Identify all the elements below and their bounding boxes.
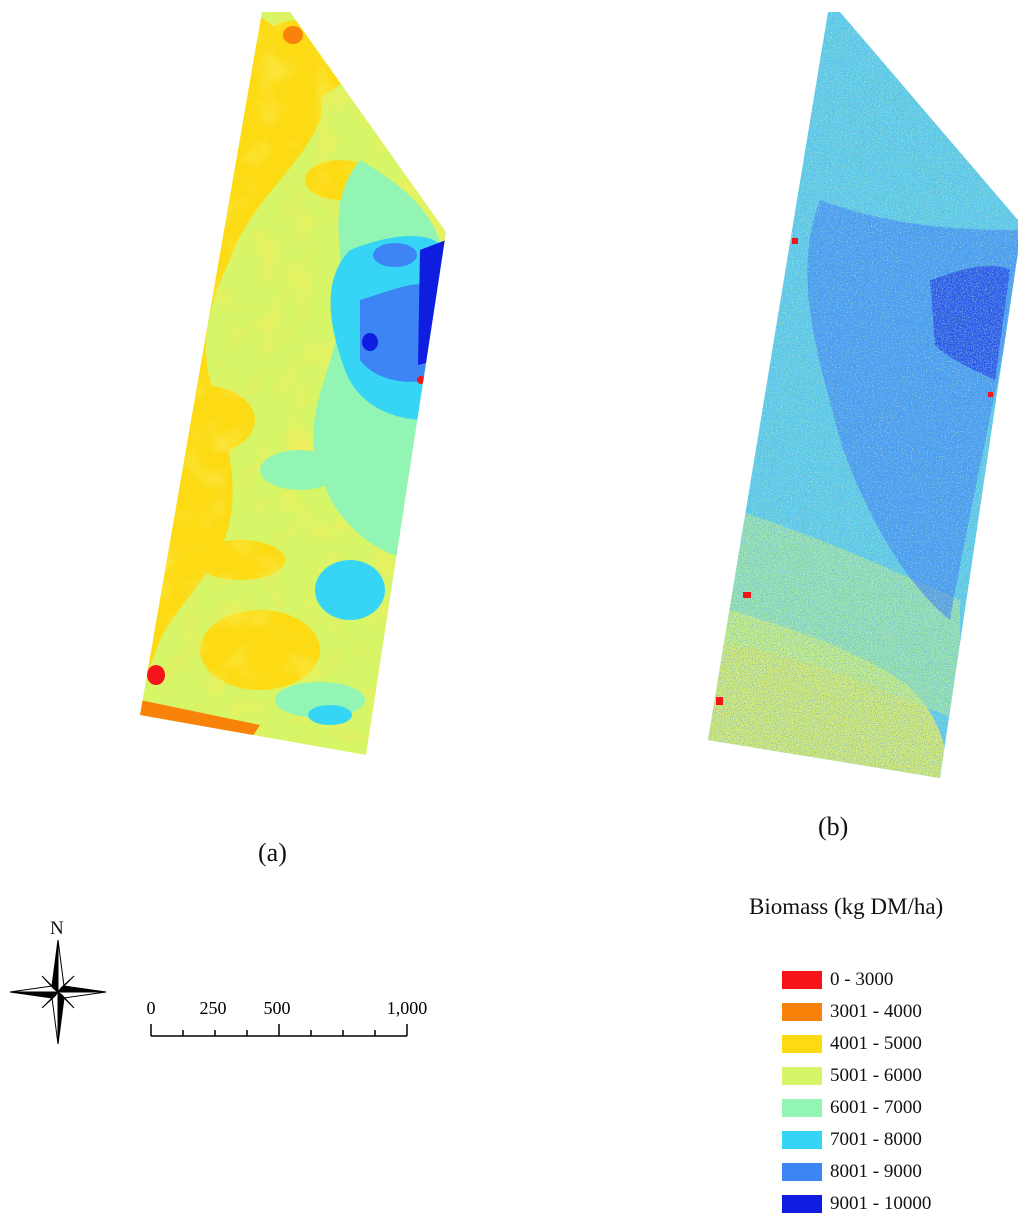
north-label: N <box>50 918 64 939</box>
legend-item: 5001 - 6000 <box>782 1060 931 1092</box>
legend-item: 7001 - 8000 <box>782 1124 931 1156</box>
legend-item: 8001 - 9000 <box>782 1156 931 1188</box>
map-b <box>708 12 1018 778</box>
map-b-texture-b <box>708 12 1018 778</box>
legend: 0 - 3000 3001 - 4000 4001 - 5000 5001 - … <box>782 964 931 1220</box>
map-b-zone-0-3000 <box>716 238 993 705</box>
scale-label: 250 <box>200 998 227 1018</box>
scale-bar: 0 250 500 1,000 <box>147 998 428 1037</box>
panel-b-caption: (b) <box>818 812 849 841</box>
panel-a-caption: (a) <box>258 838 287 867</box>
scale-label: 500 <box>264 998 291 1018</box>
legend-swatch <box>782 1003 822 1021</box>
scale-label: 0 <box>147 998 156 1018</box>
legend-swatch <box>782 971 822 989</box>
legend-swatch <box>782 1067 822 1085</box>
legend-item: 0 - 3000 <box>782 964 931 996</box>
legend-swatch <box>782 1099 822 1117</box>
legend-label: 4001 - 5000 <box>830 1033 922 1054</box>
map-a-zone-0-3000 <box>147 376 425 685</box>
legend-swatch <box>782 1131 822 1149</box>
map-a-zone-3001-4000 <box>140 26 303 740</box>
legend-label: 9001 - 10000 <box>830 1193 932 1214</box>
legend-swatch <box>782 1195 822 1213</box>
map-a <box>140 12 446 755</box>
legend-label: 8001 - 9000 <box>830 1161 922 1182</box>
legend-label: 0 - 3000 <box>830 969 894 990</box>
legend-title: Biomass (kg DM/ha) <box>749 894 944 919</box>
legend-item: 4001 - 5000 <box>782 1028 931 1060</box>
legend-item: 6001 - 7000 <box>782 1092 931 1124</box>
legend-item: 9001 - 10000 <box>782 1188 931 1220</box>
scale-label: 1,000 <box>387 998 428 1018</box>
legend-label: 5001 - 6000 <box>830 1065 922 1086</box>
legend-label: 7001 - 8000 <box>830 1129 922 1150</box>
north-arrow-icon <box>9 940 107 1044</box>
legend-label: 3001 - 4000 <box>830 1001 922 1022</box>
legend-swatch <box>782 1035 822 1053</box>
field-maps <box>140 12 1018 778</box>
scale-ruler <box>150 1024 408 1037</box>
legend-item: 3001 - 4000 <box>782 996 931 1028</box>
legend-label: 6001 - 7000 <box>830 1097 922 1118</box>
legend-swatch <box>782 1163 822 1181</box>
